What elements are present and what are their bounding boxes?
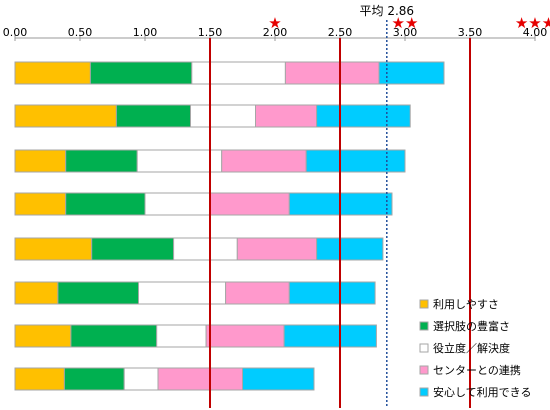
x-tick-label: 3.00: [393, 26, 418, 39]
bar-row: [14, 61, 445, 85]
legend-swatch: [419, 387, 429, 397]
bar-segment: [316, 237, 384, 261]
bar-segment: [378, 61, 445, 85]
legend-item: センターとの連携: [419, 363, 521, 377]
bar-segment: [191, 61, 286, 85]
bar-segment: [144, 192, 211, 216]
legend-label: 役立度／解決度: [433, 341, 510, 355]
x-tick-label: 0.50: [68, 26, 93, 39]
bar-segment: [205, 324, 285, 348]
bar-row: [14, 281, 376, 305]
star-marker: ★★: [392, 14, 419, 32]
bar-segment: [57, 281, 139, 305]
bar-segment: [14, 61, 91, 85]
legend-swatch: [419, 321, 429, 331]
bar-segment: [288, 281, 376, 305]
bar-segment: [138, 281, 227, 305]
star-markers: ★ ★★ ★★★: [268, 14, 550, 32]
bar-row: [14, 104, 411, 128]
bar-segment: [283, 324, 377, 348]
bar-segment: [65, 149, 138, 173]
bar-segment: [221, 149, 307, 173]
bar-segment: [14, 192, 67, 216]
bar-segment: [14, 237, 93, 261]
star-marker: ★★★: [515, 14, 550, 32]
x-tick-label: 1.00: [133, 26, 158, 39]
bar-row: [14, 192, 393, 216]
bar-row: [14, 149, 406, 173]
bar-segment: [14, 367, 65, 391]
legend-label: 利用しやすさ: [433, 298, 499, 311]
x-tick-label: 3.50: [458, 26, 483, 39]
bar-segment: [316, 104, 411, 128]
bar-segment: [157, 367, 243, 391]
bar-segment: [14, 281, 59, 305]
legend-swatch: [419, 365, 429, 375]
average-label: 平均 2.86: [360, 4, 415, 18]
bar-segment: [89, 61, 193, 85]
bar-segment: [70, 324, 158, 348]
bar-segment: [14, 324, 72, 348]
bar-segment: [63, 367, 125, 391]
legend-label: 選択肢の豊富さ: [433, 319, 510, 333]
bar-segment: [14, 104, 117, 128]
x-axis-ticks: 0.00 0.50 1.00 1.50 2.00 2.50 3.00 3.50 4.00: [3, 26, 548, 41]
x-tick-label: 4.00: [523, 26, 548, 39]
bar-row: [14, 237, 384, 261]
bar-segment: [209, 192, 290, 216]
star-marker: ★: [268, 14, 281, 32]
bar-segment: [123, 367, 159, 391]
bar-rows: [14, 61, 445, 391]
x-tick-label: 0.00: [3, 26, 28, 39]
bar-segment: [255, 104, 318, 128]
bar-segment: [236, 237, 318, 261]
legend-item: 利用しやすさ: [419, 298, 499, 311]
bar-segment: [115, 104, 191, 128]
bar-row: [14, 324, 377, 348]
bar-segment: [91, 237, 175, 261]
x-tick-label: 2.50: [328, 26, 353, 39]
bar-segment: [284, 61, 380, 85]
legend-label: センターとの連携: [433, 363, 521, 377]
x-tick-label: 1.50: [198, 26, 223, 39]
average-marker: 平均 2.86: [360, 4, 415, 408]
bar-segment: [173, 237, 238, 261]
legend-label: 安心して利用できる: [433, 385, 531, 399]
bar-segment: [225, 281, 290, 305]
bar-segment: [14, 149, 67, 173]
x-tick-label: 2.00: [263, 26, 288, 39]
bar-segment: [65, 192, 146, 216]
legend-swatch: [419, 299, 429, 309]
bar-segment: [190, 104, 256, 128]
legend-item: 役立度／解決度: [419, 341, 510, 355]
legend-item: 選択肢の豊富さ: [419, 319, 510, 333]
bar-segment: [156, 324, 207, 348]
bar-row: [14, 367, 315, 391]
bar-segment: [242, 367, 315, 391]
legend-swatch: [419, 343, 429, 353]
bar-segment: [305, 149, 406, 173]
reference-lines: [209, 38, 471, 408]
legend-item: 安心して利用できる: [419, 385, 531, 399]
